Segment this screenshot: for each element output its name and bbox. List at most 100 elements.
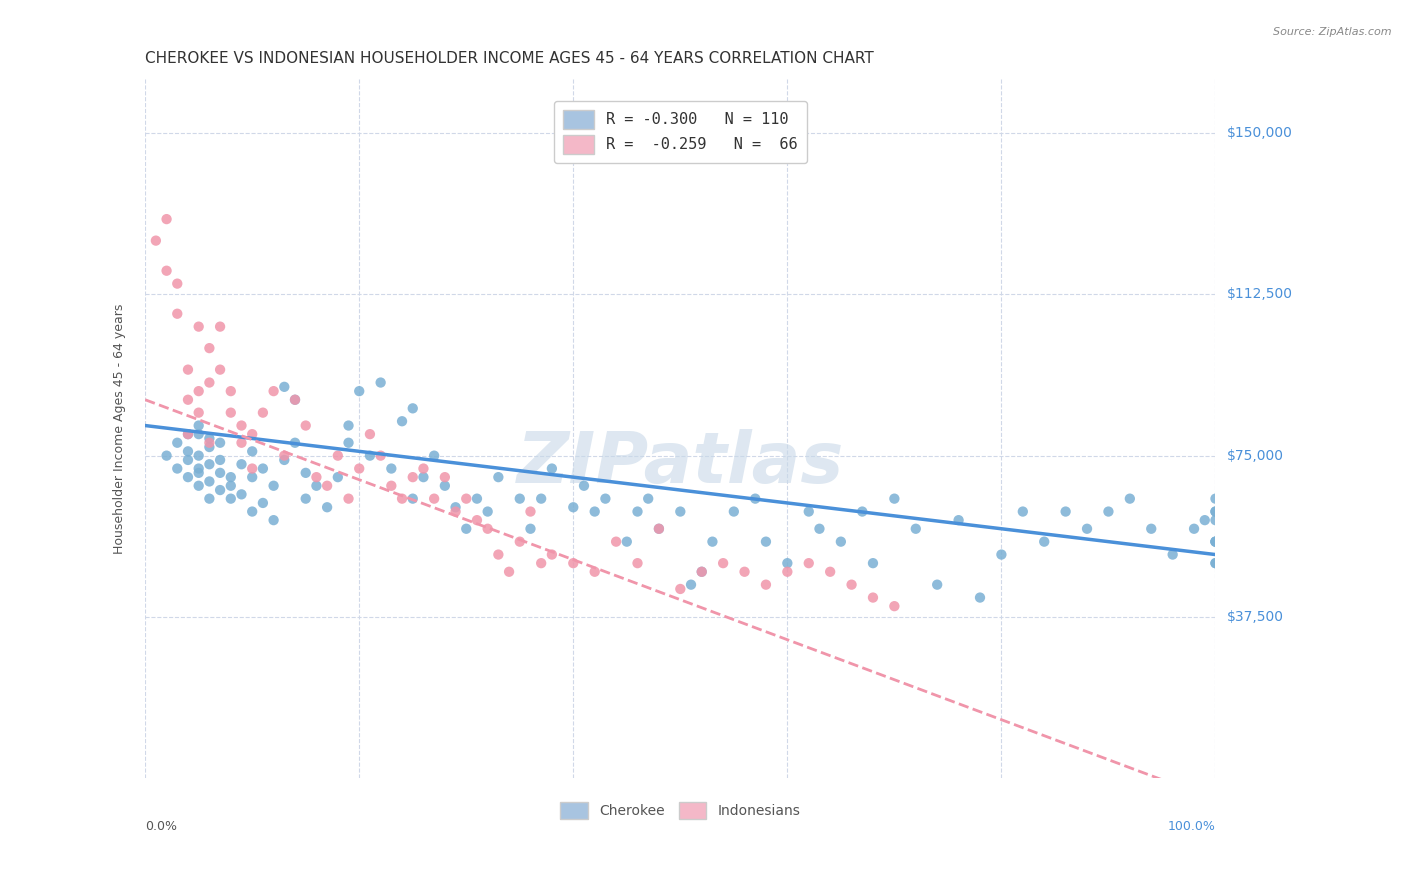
Text: ZIPatlas: ZIPatlas [516, 429, 844, 499]
Point [240, 461, 263, 475]
Point [380, 479, 402, 493]
Point [1204, 491, 1226, 506]
Point [209, 435, 232, 450]
Point [209, 453, 232, 467]
Point [347, 461, 370, 475]
Point [862, 591, 884, 605]
Point [648, 522, 671, 536]
Point [1204, 534, 1226, 549]
Point [744, 491, 766, 506]
Point [198, 435, 221, 450]
Point [679, 577, 702, 591]
Point [187, 449, 209, 463]
Point [1054, 504, 1077, 518]
Point [209, 319, 232, 334]
Point [509, 491, 531, 506]
Point [145, 234, 167, 248]
Point [583, 504, 606, 518]
Point [240, 504, 263, 518]
Point [776, 556, 799, 570]
Point [316, 479, 339, 493]
Point [456, 491, 478, 506]
Point [337, 491, 360, 506]
Point [456, 522, 478, 536]
Point [734, 565, 756, 579]
Point [572, 479, 595, 493]
Point [155, 212, 177, 227]
Point [648, 522, 671, 536]
Point [969, 591, 991, 605]
Point [231, 487, 253, 501]
Point [231, 435, 253, 450]
Point [370, 449, 392, 463]
Text: $75,000: $75,000 [1226, 449, 1284, 463]
Point [240, 470, 263, 484]
Point [337, 418, 360, 433]
Point [423, 491, 446, 506]
Legend: Cherokee, Indonesians: Cherokee, Indonesians [553, 794, 808, 827]
Point [1204, 556, 1226, 570]
Point [177, 362, 200, 376]
Point [723, 504, 745, 518]
Point [797, 504, 820, 518]
Point [240, 444, 263, 458]
Point [273, 380, 295, 394]
Point [637, 491, 659, 506]
Point [198, 341, 221, 355]
Point [498, 565, 520, 579]
Point [305, 479, 328, 493]
Point [284, 392, 307, 407]
Point [1140, 522, 1163, 536]
Point [486, 470, 509, 484]
Point [948, 513, 970, 527]
Point [198, 491, 221, 506]
Point [402, 491, 425, 506]
Point [755, 534, 778, 549]
Point [830, 534, 852, 549]
Point [177, 444, 200, 458]
Text: 0.0%: 0.0% [145, 820, 177, 833]
Point [690, 565, 713, 579]
Point [391, 414, 413, 428]
Point [711, 556, 734, 570]
Point [187, 406, 209, 420]
Point [166, 435, 188, 450]
Point [1119, 491, 1142, 506]
Point [326, 449, 349, 463]
Point [231, 457, 253, 471]
Point [219, 470, 242, 484]
Point [294, 418, 316, 433]
Point [562, 500, 585, 515]
Point [402, 470, 425, 484]
Point [776, 565, 799, 579]
Point [177, 453, 200, 467]
Point [1204, 504, 1226, 518]
Point [883, 491, 905, 506]
Point [326, 470, 349, 484]
Point [465, 491, 488, 506]
Point [219, 406, 242, 420]
Point [347, 384, 370, 398]
Point [412, 470, 434, 484]
Point [359, 449, 381, 463]
Point [177, 392, 200, 407]
Point [177, 427, 200, 442]
Point [252, 496, 274, 510]
Point [509, 534, 531, 549]
Point [519, 522, 541, 536]
Point [209, 483, 232, 497]
Point [198, 376, 221, 390]
Point [263, 479, 285, 493]
Point [294, 491, 316, 506]
Point [541, 548, 564, 562]
Point [433, 470, 456, 484]
Point [1011, 504, 1033, 518]
Point [219, 384, 242, 398]
Point [605, 534, 627, 549]
Point [263, 513, 285, 527]
Point [187, 418, 209, 433]
Point [583, 565, 606, 579]
Point [198, 475, 221, 489]
Point [519, 504, 541, 518]
Point [818, 565, 841, 579]
